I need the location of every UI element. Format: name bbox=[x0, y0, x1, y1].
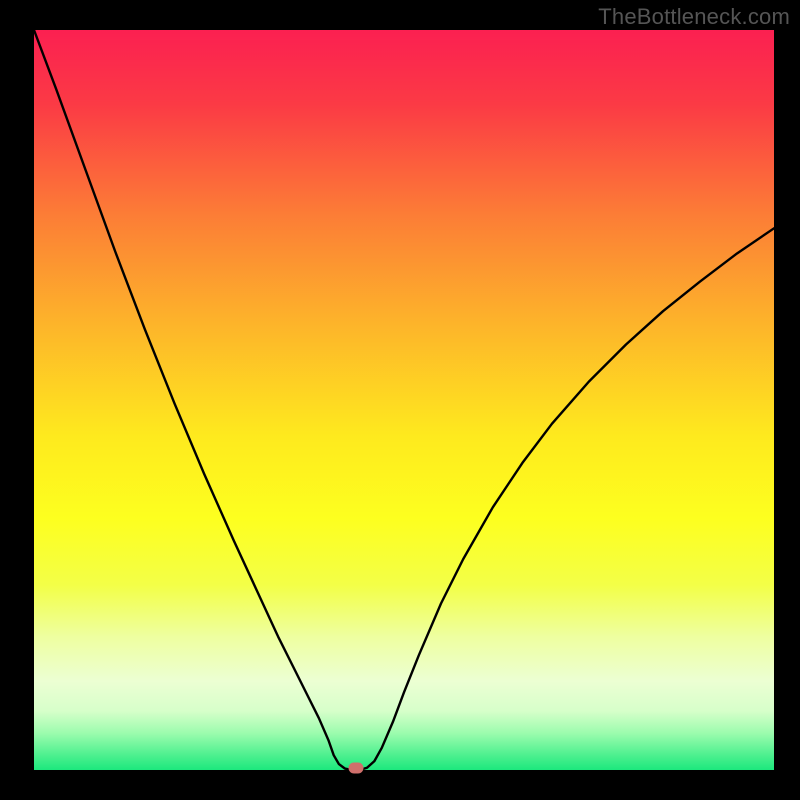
curve-path bbox=[34, 30, 774, 770]
watermark-text: TheBottleneck.com bbox=[598, 4, 790, 30]
bottleneck-curve bbox=[34, 30, 774, 770]
plot-area bbox=[34, 30, 774, 770]
optimal-point-marker bbox=[348, 762, 363, 773]
chart-container: { "watermark": { "text": "TheBottleneck.… bbox=[0, 0, 800, 800]
